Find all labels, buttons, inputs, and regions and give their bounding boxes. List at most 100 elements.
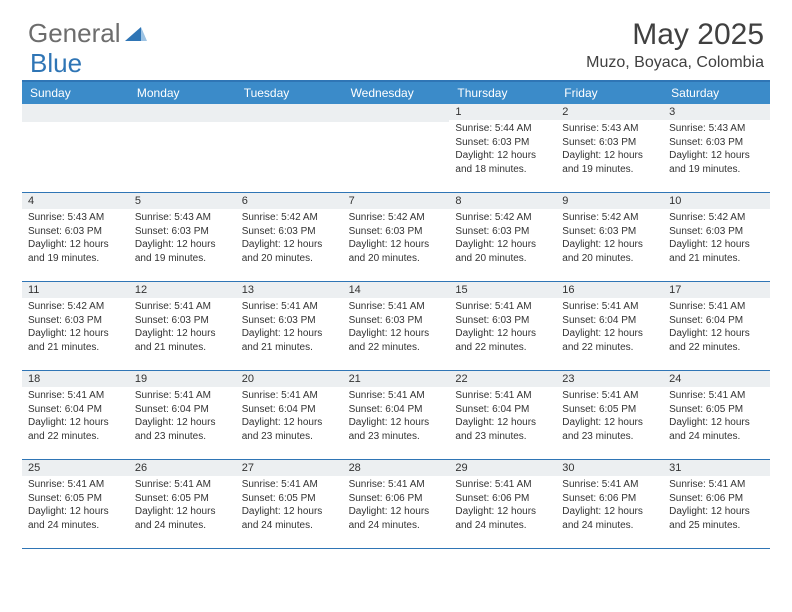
- sunrise-line: Sunrise: 5:42 AM: [455, 211, 550, 225]
- sunrise-line: Sunrise: 5:41 AM: [669, 389, 764, 403]
- sunset-line: Sunset: 6:03 PM: [349, 314, 444, 328]
- day-details: Sunrise: 5:42 AMSunset: 6:03 PMDaylight:…: [343, 209, 450, 269]
- sunset-line: Sunset: 6:06 PM: [669, 492, 764, 506]
- day-number: 14: [343, 282, 450, 298]
- sunrise-line: Sunrise: 5:41 AM: [669, 478, 764, 492]
- daylight-line: Daylight: 12 hours and 21 minutes.: [135, 327, 230, 354]
- sunrise-line: Sunrise: 5:44 AM: [455, 122, 550, 136]
- daylight-line: Daylight: 12 hours and 21 minutes.: [669, 238, 764, 265]
- sunset-line: Sunset: 6:04 PM: [669, 314, 764, 328]
- calendar-week-row: 25Sunrise: 5:41 AMSunset: 6:05 PMDayligh…: [22, 460, 770, 549]
- weekday-header: Tuesday: [236, 82, 343, 104]
- calendar-cell: [236, 104, 343, 192]
- sunset-line: Sunset: 6:06 PM: [562, 492, 657, 506]
- daylight-line: Daylight: 12 hours and 20 minutes.: [349, 238, 444, 265]
- sunset-line: Sunset: 6:05 PM: [135, 492, 230, 506]
- calendar-cell: 5Sunrise: 5:43 AMSunset: 6:03 PMDaylight…: [129, 193, 236, 281]
- sunrise-line: Sunrise: 5:41 AM: [28, 389, 123, 403]
- day-details: Sunrise: 5:41 AMSunset: 6:04 PMDaylight:…: [663, 298, 770, 358]
- day-number: 18: [22, 371, 129, 387]
- sunrise-line: Sunrise: 5:41 AM: [562, 478, 657, 492]
- sunrise-line: Sunrise: 5:41 AM: [242, 478, 337, 492]
- day-details: Sunrise: 5:43 AMSunset: 6:03 PMDaylight:…: [663, 120, 770, 180]
- day-details: Sunrise: 5:41 AMSunset: 6:06 PMDaylight:…: [343, 476, 450, 536]
- daylight-line: Daylight: 12 hours and 24 minutes.: [349, 505, 444, 532]
- calendar-cell: 3Sunrise: 5:43 AMSunset: 6:03 PMDaylight…: [663, 104, 770, 192]
- day-number: 16: [556, 282, 663, 298]
- daylight-line: Daylight: 12 hours and 23 minutes.: [455, 416, 550, 443]
- day-details: Sunrise: 5:41 AMSunset: 6:06 PMDaylight:…: [556, 476, 663, 536]
- sunset-line: Sunset: 6:04 PM: [562, 314, 657, 328]
- sunset-line: Sunset: 6:03 PM: [455, 136, 550, 150]
- daylight-line: Daylight: 12 hours and 24 minutes.: [562, 505, 657, 532]
- day-details: Sunrise: 5:42 AMSunset: 6:03 PMDaylight:…: [236, 209, 343, 269]
- sunset-line: Sunset: 6:03 PM: [455, 314, 550, 328]
- sunset-line: Sunset: 6:03 PM: [135, 314, 230, 328]
- sunset-line: Sunset: 6:05 PM: [242, 492, 337, 506]
- sunset-line: Sunset: 6:03 PM: [349, 225, 444, 239]
- calendar-cell: 21Sunrise: 5:41 AMSunset: 6:04 PMDayligh…: [343, 371, 450, 459]
- sunset-line: Sunset: 6:03 PM: [669, 225, 764, 239]
- day-details: Sunrise: 5:41 AMSunset: 6:04 PMDaylight:…: [343, 387, 450, 447]
- day-number: 8: [449, 193, 556, 209]
- daylight-line: Daylight: 12 hours and 22 minutes.: [562, 327, 657, 354]
- calendar-cell: 25Sunrise: 5:41 AMSunset: 6:05 PMDayligh…: [22, 460, 129, 548]
- calendar-cell: 7Sunrise: 5:42 AMSunset: 6:03 PMDaylight…: [343, 193, 450, 281]
- empty-day: [129, 104, 236, 122]
- sunset-line: Sunset: 6:04 PM: [28, 403, 123, 417]
- daylight-line: Daylight: 12 hours and 23 minutes.: [242, 416, 337, 443]
- day-details: Sunrise: 5:41 AMSunset: 6:05 PMDaylight:…: [556, 387, 663, 447]
- calendar-cell: 2Sunrise: 5:43 AMSunset: 6:03 PMDaylight…: [556, 104, 663, 192]
- sunset-line: Sunset: 6:03 PM: [28, 314, 123, 328]
- day-details: Sunrise: 5:41 AMSunset: 6:05 PMDaylight:…: [663, 387, 770, 447]
- title-block: May 2025 Muzo, Boyaca, Colombia: [586, 18, 764, 72]
- daylight-line: Daylight: 12 hours and 22 minutes.: [349, 327, 444, 354]
- sunset-line: Sunset: 6:05 PM: [28, 492, 123, 506]
- sunset-line: Sunset: 6:03 PM: [669, 136, 764, 150]
- calendar-cell: 15Sunrise: 5:41 AMSunset: 6:03 PMDayligh…: [449, 282, 556, 370]
- sunset-line: Sunset: 6:06 PM: [455, 492, 550, 506]
- calendar-cell: 31Sunrise: 5:41 AMSunset: 6:06 PMDayligh…: [663, 460, 770, 548]
- daylight-line: Daylight: 12 hours and 19 minutes.: [135, 238, 230, 265]
- sunrise-line: Sunrise: 5:41 AM: [242, 300, 337, 314]
- weekday-header: Friday: [556, 82, 663, 104]
- sunset-line: Sunset: 6:03 PM: [455, 225, 550, 239]
- calendar-week-row: 11Sunrise: 5:42 AMSunset: 6:03 PMDayligh…: [22, 282, 770, 371]
- weekday-header: Saturday: [663, 82, 770, 104]
- daylight-line: Daylight: 12 hours and 22 minutes.: [669, 327, 764, 354]
- weekday-header: Monday: [129, 82, 236, 104]
- sunset-line: Sunset: 6:04 PM: [349, 403, 444, 417]
- calendar-cell: 1Sunrise: 5:44 AMSunset: 6:03 PMDaylight…: [449, 104, 556, 192]
- header: General May 2025 Muzo, Boyaca, Colombia: [0, 0, 792, 80]
- location-subtitle: Muzo, Boyaca, Colombia: [586, 54, 764, 72]
- calendar-cell: 27Sunrise: 5:41 AMSunset: 6:05 PMDayligh…: [236, 460, 343, 548]
- sunrise-line: Sunrise: 5:43 AM: [669, 122, 764, 136]
- day-number: 15: [449, 282, 556, 298]
- day-number: 31: [663, 460, 770, 476]
- day-details: Sunrise: 5:43 AMSunset: 6:03 PMDaylight:…: [129, 209, 236, 269]
- day-number: 4: [22, 193, 129, 209]
- day-details: Sunrise: 5:43 AMSunset: 6:03 PMDaylight:…: [556, 120, 663, 180]
- calendar-cell: 9Sunrise: 5:42 AMSunset: 6:03 PMDaylight…: [556, 193, 663, 281]
- sunrise-line: Sunrise: 5:41 AM: [349, 478, 444, 492]
- sunrise-line: Sunrise: 5:41 AM: [135, 300, 230, 314]
- calendar-cell: 11Sunrise: 5:42 AMSunset: 6:03 PMDayligh…: [22, 282, 129, 370]
- calendar-cell: [129, 104, 236, 192]
- day-details: Sunrise: 5:41 AMSunset: 6:05 PMDaylight:…: [236, 476, 343, 536]
- daylight-line: Daylight: 12 hours and 19 minutes.: [562, 149, 657, 176]
- day-number: 1: [449, 104, 556, 120]
- day-details: Sunrise: 5:44 AMSunset: 6:03 PMDaylight:…: [449, 120, 556, 180]
- daylight-line: Daylight: 12 hours and 22 minutes.: [455, 327, 550, 354]
- logo-triangle-icon: [125, 18, 147, 49]
- day-number: 7: [343, 193, 450, 209]
- calendar-cell: 4Sunrise: 5:43 AMSunset: 6:03 PMDaylight…: [22, 193, 129, 281]
- day-number: 9: [556, 193, 663, 209]
- day-details: Sunrise: 5:41 AMSunset: 6:04 PMDaylight:…: [236, 387, 343, 447]
- day-number: 24: [663, 371, 770, 387]
- sunrise-line: Sunrise: 5:42 AM: [242, 211, 337, 225]
- sunrise-line: Sunrise: 5:42 AM: [349, 211, 444, 225]
- day-number: 6: [236, 193, 343, 209]
- weekday-header-row: SundayMondayTuesdayWednesdayThursdayFrid…: [22, 82, 770, 104]
- logo-text-blue: Blue: [30, 48, 82, 79]
- day-details: Sunrise: 5:42 AMSunset: 6:03 PMDaylight:…: [663, 209, 770, 269]
